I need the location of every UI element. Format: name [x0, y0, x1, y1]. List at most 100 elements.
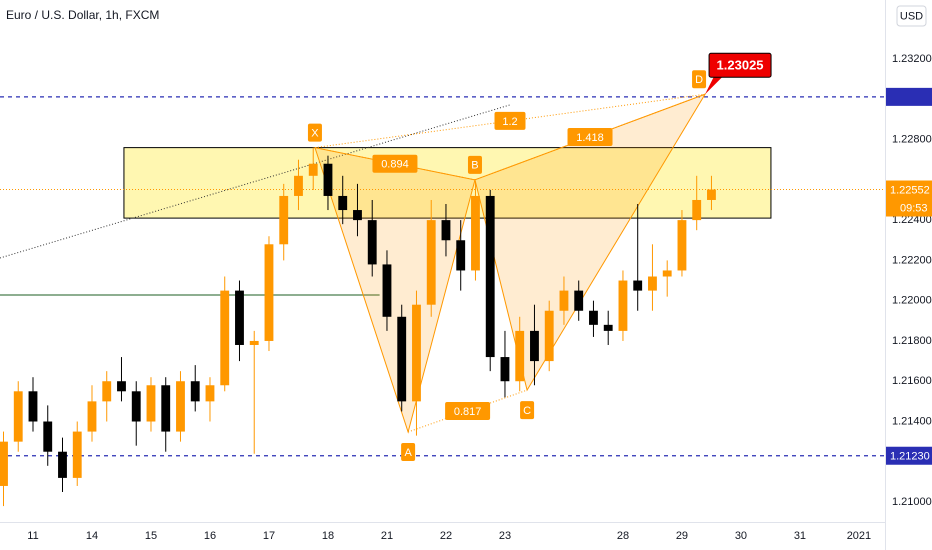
x-tick-label: 11	[27, 530, 38, 542]
y-tick-label: 1.21000	[892, 496, 932, 508]
candle-body	[190, 381, 200, 402]
candle-body	[161, 385, 171, 432]
candle-body	[72, 431, 82, 478]
ratio-line	[474, 93, 706, 181]
candle-body	[485, 195, 495, 358]
plot-area: 0.894 1.2 1.418 0.817 X A B C D 1.23025	[0, 52, 885, 507]
target-box	[708, 52, 772, 78]
x-tick-label: 18	[322, 530, 334, 542]
point-box	[520, 401, 535, 420]
y-tick-label: 1.22400	[892, 214, 932, 226]
x-tick-label: 17	[263, 530, 275, 542]
candle-body	[264, 244, 274, 341]
candle-body	[633, 280, 643, 291]
ratio-box	[445, 402, 491, 421]
y-tick-label: 1.23200	[892, 53, 932, 65]
candle-body	[28, 391, 38, 422]
candle-body	[176, 381, 185, 432]
candle-body	[530, 330, 539, 362]
point-box	[692, 70, 707, 89]
last-price-box	[886, 180, 932, 217]
candle-body	[367, 220, 377, 265]
candle-body	[0, 441, 8, 486]
target-pointer	[705, 74, 726, 95]
candle-body	[235, 290, 244, 345]
candle-body	[323, 163, 333, 196]
candle-body	[500, 357, 510, 382]
candle-body	[220, 290, 230, 386]
candle-body	[662, 270, 672, 277]
x-tick-label: 15	[145, 530, 157, 542]
y-tick-label: 1.21600	[892, 375, 932, 387]
candle-body	[87, 401, 97, 432]
currency-label[interactable]: USD	[900, 10, 923, 22]
ratio-label: 1.418	[576, 132, 604, 144]
candle-body	[294, 175, 303, 196]
countdown-label: 09:53	[900, 202, 928, 214]
candle-body	[397, 316, 407, 402]
point-label: X	[311, 128, 319, 140]
candle-body	[603, 324, 613, 331]
zone-rectangle	[123, 147, 772, 219]
x-tick-label: 31	[794, 530, 806, 542]
candle-body	[249, 340, 259, 345]
candle-body	[441, 220, 451, 241]
candle-body	[146, 385, 156, 422]
candle-body	[589, 310, 598, 325]
point-box	[401, 442, 416, 461]
candle-body	[117, 381, 126, 392]
candle-body	[618, 280, 628, 331]
currency-button[interactable]	[896, 5, 927, 27]
candle-body	[102, 381, 112, 402]
ratio-box	[372, 154, 418, 173]
candle-body	[412, 304, 421, 402]
candle-body	[338, 195, 348, 211]
price-box	[886, 87, 932, 106]
candle-body	[544, 310, 554, 362]
candle-body	[426, 220, 436, 305]
y-tick-label: 1.21400	[892, 415, 932, 427]
target-label: 1.23025	[717, 58, 764, 73]
candle-body	[707, 189, 716, 200]
point-box	[307, 123, 322, 142]
x-tick-label: 29	[676, 530, 688, 542]
x-tick-label: 28	[617, 530, 629, 542]
candle-body	[13, 391, 23, 442]
candle-body	[574, 290, 584, 311]
price-box-label: 1.21230	[890, 451, 930, 463]
ratio-label: 1.2	[502, 116, 517, 128]
candle-body	[648, 276, 657, 291]
point-label: A	[404, 447, 412, 459]
candle-body	[353, 210, 362, 221]
x-tick-label: 2021	[847, 530, 871, 542]
x-tick-label: 14	[86, 530, 98, 542]
y-tick-label: 1.22200	[892, 254, 932, 266]
candle-body	[58, 451, 67, 478]
candle-body	[677, 220, 687, 271]
y-tick-label: 1.22000	[892, 295, 932, 307]
x-tick-label: 16	[204, 530, 216, 542]
price-box	[886, 446, 932, 465]
axes: 1.232001.228001.224001.222001.220001.218…	[27, 53, 932, 542]
candle-body	[308, 163, 318, 176]
y-tick-label: 1.21800	[892, 335, 932, 347]
chart-title: Euro / U.S. Dollar, 1h, FXCM	[6, 8, 159, 22]
ratio-label: 0.894	[381, 159, 409, 171]
x-tick-label: 21	[381, 530, 393, 542]
y-tick-label: 1.22800	[892, 133, 932, 145]
x-tick-label: 23	[499, 530, 511, 542]
candle-body	[471, 195, 480, 271]
candle-body	[131, 391, 141, 422]
point-label: C	[523, 405, 531, 417]
candle-body	[559, 290, 569, 311]
point-label: B	[471, 160, 478, 172]
candle-body	[43, 421, 53, 452]
candle-body	[692, 199, 702, 221]
candle-body	[382, 264, 392, 317]
x-tick-label: 22	[440, 530, 452, 542]
point-box	[467, 155, 482, 174]
candle-body	[279, 195, 289, 245]
